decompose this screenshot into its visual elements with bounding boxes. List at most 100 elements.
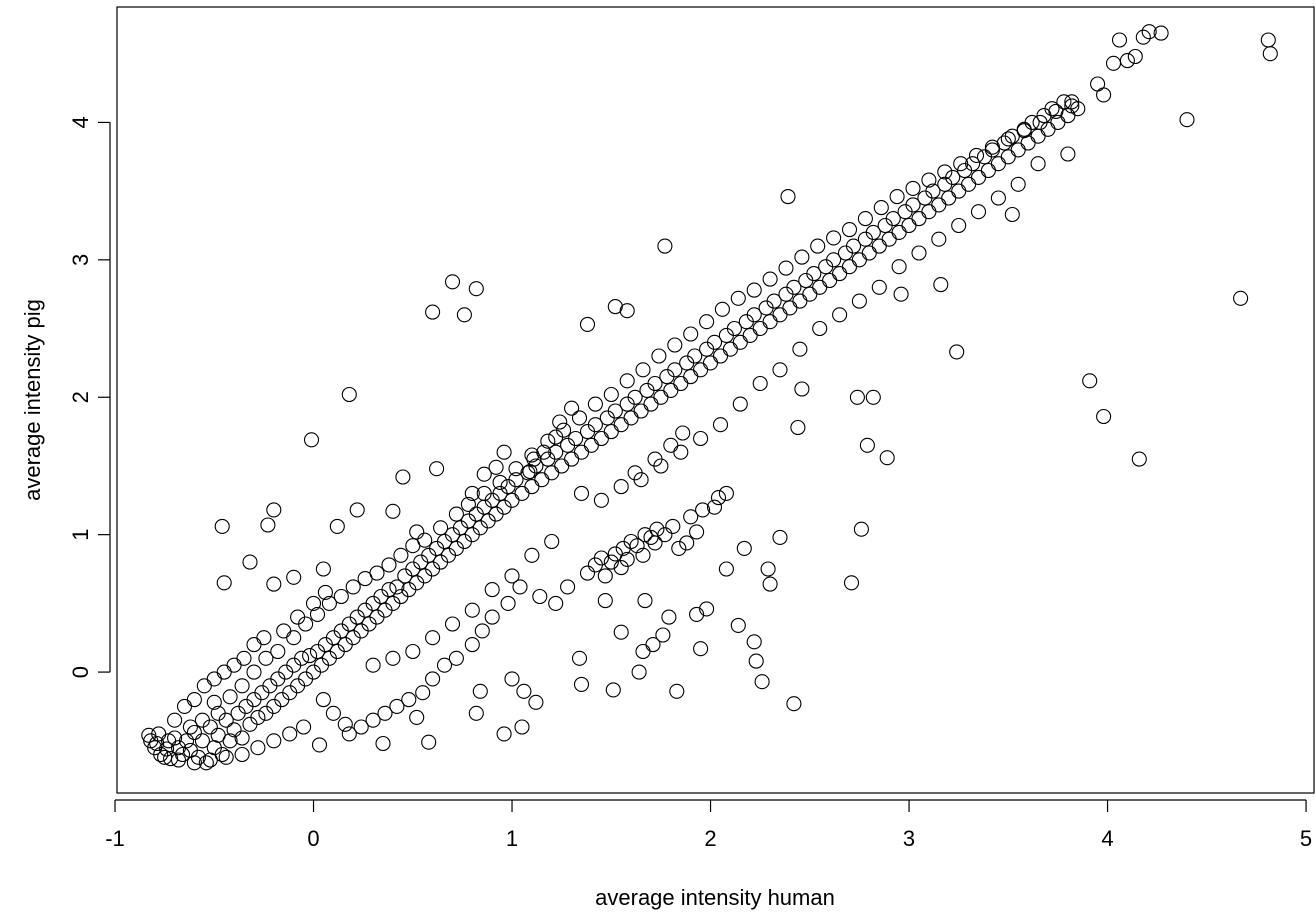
data-point — [524, 547, 540, 563]
data-point — [623, 410, 639, 426]
y-axis-label: average intensity pig — [20, 299, 45, 501]
data-point — [246, 664, 262, 680]
data-point — [444, 274, 461, 290]
data-point — [766, 293, 782, 309]
data-point — [1119, 53, 1135, 69]
data-point — [266, 733, 282, 749]
data-point — [1056, 94, 1072, 110]
x-axis-ticks: -1 0 1 2 3 4 5 — [105, 800, 1312, 851]
data-point — [226, 722, 242, 738]
data-point — [303, 432, 320, 448]
data-point — [706, 334, 723, 350]
data-point — [951, 183, 967, 199]
data-point — [587, 557, 603, 573]
data-point — [635, 362, 651, 378]
data-point — [210, 705, 226, 721]
data-point — [587, 417, 603, 433]
data-point — [629, 538, 645, 554]
data-point — [395, 469, 411, 485]
data-point — [476, 485, 492, 501]
data-point — [718, 327, 734, 343]
data-point — [607, 403, 623, 419]
data-point — [965, 156, 981, 172]
data-point — [891, 259, 907, 275]
data-point — [722, 341, 738, 357]
data-point — [329, 518, 345, 534]
data-point — [786, 279, 802, 295]
data-point — [258, 650, 274, 666]
data-point — [429, 461, 445, 477]
data-point — [216, 664, 232, 680]
data-point — [970, 204, 987, 220]
data-point — [333, 588, 349, 605]
data-point — [524, 447, 540, 463]
data-point — [194, 733, 210, 749]
data-point — [250, 709, 266, 725]
data-point — [474, 623, 490, 639]
y-tick-label: 2 — [68, 391, 93, 403]
data-point — [290, 609, 306, 625]
data-point — [772, 362, 788, 378]
data-point — [508, 461, 524, 477]
data-point — [1000, 131, 1016, 147]
data-point — [405, 643, 421, 660]
data-point — [311, 737, 328, 753]
data-point — [433, 520, 449, 536]
data-point — [651, 348, 667, 364]
data-point — [597, 593, 613, 609]
data-point — [772, 307, 788, 323]
data-point — [780, 189, 796, 205]
data-point — [305, 595, 322, 611]
data-point — [504, 568, 520, 584]
data-point — [937, 164, 953, 180]
data-point — [631, 664, 647, 680]
data-point — [990, 156, 1006, 172]
data-point — [841, 259, 858, 275]
data-point — [702, 355, 719, 371]
data-point — [663, 382, 679, 398]
data-point — [786, 696, 802, 712]
data-point — [613, 624, 629, 640]
data-point — [635, 547, 651, 563]
data-point — [554, 458, 570, 474]
data-point — [695, 502, 711, 518]
data-point — [425, 671, 441, 687]
data-point — [714, 301, 730, 317]
data-point — [524, 479, 540, 495]
data-point — [341, 386, 357, 403]
data-point — [633, 472, 649, 488]
data-point — [1000, 149, 1016, 165]
data-point — [661, 609, 677, 625]
data-point — [619, 551, 635, 567]
data-point — [468, 705, 484, 721]
data-point — [234, 678, 250, 694]
data-point — [673, 375, 689, 392]
points-layer — [141, 24, 1278, 771]
data-point — [1096, 408, 1112, 425]
data-point — [762, 271, 778, 287]
data-point — [881, 231, 897, 247]
data-point — [528, 458, 544, 474]
data-point — [385, 503, 401, 519]
data-point — [579, 316, 596, 332]
data-point — [186, 755, 202, 771]
data-point — [206, 671, 222, 687]
data-point — [911, 245, 927, 261]
y-tick-label: 1 — [68, 529, 93, 541]
data-point — [647, 375, 663, 392]
data-point — [1010, 176, 1026, 192]
data-point — [911, 211, 927, 227]
data-point — [163, 751, 179, 767]
data-point — [325, 705, 341, 721]
data-point — [693, 641, 709, 657]
data-point — [198, 755, 214, 771]
data-point — [365, 657, 381, 673]
data-point — [730, 617, 746, 633]
x-tick-label: 1 — [506, 826, 518, 851]
data-point — [792, 293, 808, 309]
data-point — [871, 279, 887, 295]
data-point — [1131, 451, 1147, 467]
data-point — [782, 300, 798, 316]
data-point — [762, 576, 778, 592]
data-point — [653, 389, 669, 405]
